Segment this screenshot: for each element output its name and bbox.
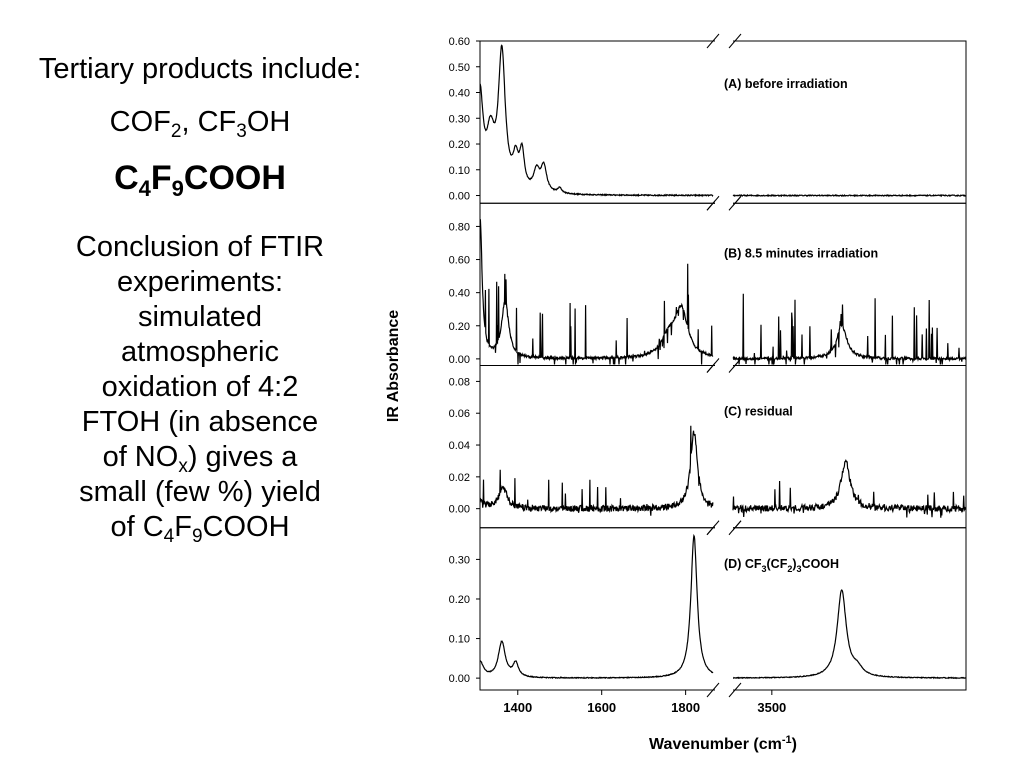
spectrum-line-left bbox=[479, 44, 714, 198]
panel-frame bbox=[479, 527, 967, 691]
y-tick-label: 0.30 bbox=[449, 554, 470, 566]
x-tick-label: 1600 bbox=[587, 700, 616, 715]
y-tick-label: 0.00 bbox=[449, 354, 470, 366]
spectrum-line-right bbox=[732, 458, 967, 518]
spectrum-line-right bbox=[732, 193, 967, 198]
spectrum-line-left bbox=[479, 218, 714, 365]
tertiary-products-heading: Tertiary products include: bbox=[38, 53, 362, 85]
y-tick-label: 0.40 bbox=[449, 88, 470, 100]
y-tick-label: 0.50 bbox=[449, 62, 470, 74]
conclusion-line: atmospheric bbox=[121, 336, 279, 368]
conclusion-line: small (few %) yield bbox=[79, 476, 321, 508]
panel-label: (C) residual bbox=[724, 405, 793, 419]
axis-break-gap bbox=[715, 520, 733, 535]
y-tick-label: 0.20 bbox=[449, 139, 470, 151]
conclusion-line: of NOx) gives a bbox=[102, 441, 298, 477]
x-axis-label: Wavenumber (cm-1) bbox=[649, 734, 797, 753]
spectrum-line-right bbox=[732, 293, 967, 365]
axis-break-mark bbox=[706, 33, 720, 49]
y-tick-label: 0.04 bbox=[449, 440, 470, 452]
axis-break-gap bbox=[715, 34, 733, 48]
conclusion-line: of C4F9COOH bbox=[110, 511, 290, 547]
y-tick-label: 0.40 bbox=[449, 288, 470, 300]
axis-break-gap bbox=[715, 196, 733, 211]
y-tick-label: 0.10 bbox=[449, 165, 470, 177]
axis-break-gap bbox=[715, 683, 733, 697]
axis-break-mark bbox=[706, 195, 720, 211]
axis-break-mark bbox=[706, 358, 720, 373]
x-tick-label: 1800 bbox=[671, 700, 700, 715]
conclusion-line: experiments: bbox=[116, 266, 283, 298]
panel-label: (D) CF3(CF2)3COOH bbox=[724, 557, 839, 574]
axis-break-mark bbox=[728, 33, 742, 49]
axis-break-mark bbox=[706, 520, 720, 536]
y-tick-label: 0.00 bbox=[449, 673, 470, 685]
y-tick-label: 0.00 bbox=[449, 191, 470, 203]
panel-frame bbox=[479, 40, 967, 204]
conclusion-line: FTOH (in absence bbox=[81, 406, 319, 438]
axis-break-mark bbox=[728, 195, 742, 211]
spectrum-line-left bbox=[479, 533, 714, 680]
axis-break-mark bbox=[728, 682, 742, 698]
left-text-block: Tertiary products include: COF2, CF3OH C… bbox=[30, 52, 370, 547]
panel-frame bbox=[479, 365, 967, 529]
axis-break-mark bbox=[728, 358, 742, 373]
conclusion-line: oxidation of 4:2 bbox=[101, 371, 299, 403]
y-tick-label: 0.08 bbox=[449, 376, 470, 388]
axis-break-mark bbox=[728, 520, 742, 536]
x-tick-label: 1400 bbox=[503, 700, 532, 715]
y-tick-label: 0.20 bbox=[449, 321, 470, 333]
conclusion-line: Conclusion of FTIR bbox=[75, 231, 325, 263]
y-tick-label: 0.30 bbox=[449, 113, 470, 125]
spectrum-line-right bbox=[733, 589, 967, 680]
panel-label: (A) before irradiation bbox=[724, 77, 848, 91]
y-axis-label: IR Absorbance bbox=[385, 310, 402, 422]
spectrum-line-left bbox=[479, 425, 714, 516]
y-tick-label: 0.20 bbox=[449, 594, 470, 606]
panel-label: (B) 8.5 minutes irradiation bbox=[724, 246, 878, 260]
y-tick-label: 0.80 bbox=[449, 221, 470, 233]
axis-break-mark bbox=[706, 682, 720, 698]
y-tick-label: 0.00 bbox=[449, 504, 470, 516]
products-line-2: C4F9COOH bbox=[114, 159, 286, 201]
products-line-1: COF2, CF3OH bbox=[109, 106, 291, 142]
y-tick-label: 0.60 bbox=[449, 255, 470, 267]
y-tick-label: 0.02 bbox=[449, 472, 470, 484]
conclusion-line: simulated bbox=[137, 301, 263, 333]
axis-break-gap bbox=[715, 358, 733, 373]
y-tick-label: 0.60 bbox=[449, 36, 470, 48]
x-tick-label: 3500 bbox=[757, 700, 786, 715]
y-tick-label: 0.10 bbox=[449, 634, 470, 646]
y-tick-label: 0.06 bbox=[449, 408, 470, 420]
